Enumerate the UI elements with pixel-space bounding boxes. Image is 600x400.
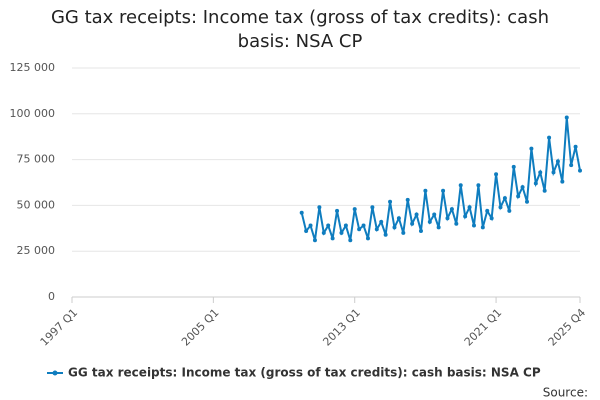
point (507, 208, 512, 213)
point (432, 212, 437, 217)
point (436, 225, 441, 230)
point (330, 236, 335, 241)
point (502, 196, 507, 201)
point (564, 115, 569, 120)
point (489, 216, 494, 221)
point (485, 208, 490, 213)
point (458, 183, 463, 188)
point (511, 164, 516, 169)
point (441, 188, 446, 193)
point (529, 146, 534, 151)
point (374, 227, 379, 232)
point (551, 170, 556, 175)
point (476, 183, 481, 188)
point (569, 163, 574, 168)
point (467, 205, 472, 210)
y-tick-label: 50 000 (17, 198, 56, 211)
point (463, 214, 468, 219)
y-tick-label: 0 (48, 290, 55, 303)
source: Source: (543, 386, 588, 400)
point (520, 185, 525, 190)
point (321, 230, 326, 235)
point (361, 223, 366, 228)
point (383, 232, 388, 237)
point (454, 221, 459, 226)
x-tick-label: 2025 Q4 (546, 306, 589, 349)
x-tick-label: 2021 Q1 (462, 306, 505, 349)
point (312, 238, 317, 243)
y-tick-label: 125 000 (10, 61, 56, 74)
point (542, 188, 547, 193)
point (365, 236, 370, 241)
point (516, 194, 521, 199)
point (348, 238, 353, 243)
legend-marker (52, 370, 58, 376)
x-tick-label: 2013 Q1 (320, 306, 363, 349)
point (449, 207, 454, 212)
point (379, 219, 384, 224)
point (299, 210, 304, 215)
point (405, 197, 410, 202)
point (352, 207, 357, 212)
point (445, 216, 450, 221)
point (573, 144, 578, 149)
point (388, 199, 393, 204)
point (308, 223, 313, 228)
point (427, 219, 432, 224)
point (343, 223, 348, 228)
x-tick-label: 2005 Q1 (179, 306, 222, 349)
y-tick-label: 25 000 (17, 244, 56, 257)
point (547, 135, 552, 140)
point (326, 223, 331, 228)
point (414, 212, 419, 217)
point (555, 159, 560, 164)
y-tick-label: 75 000 (17, 153, 56, 166)
point (524, 199, 529, 204)
legend-label: GG tax receipts: Income tax (gross of ta… (68, 366, 541, 380)
chart-title: GG tax receipts: Income tax (gross of ta… (50, 7, 550, 52)
point (339, 230, 344, 235)
point (304, 229, 309, 234)
y-tick-label: 100 000 (10, 107, 56, 120)
point (370, 205, 375, 210)
point (401, 230, 406, 235)
point (423, 188, 428, 193)
point (533, 181, 538, 186)
point (471, 223, 476, 228)
point (480, 225, 485, 230)
line (300, 117, 581, 241)
point (357, 227, 362, 232)
point (578, 168, 582, 173)
x-tick-label: 1997 Q1 (38, 306, 81, 349)
point (396, 216, 401, 221)
point (538, 170, 543, 175)
point (410, 221, 415, 226)
point (317, 205, 322, 210)
point (498, 205, 503, 210)
point (494, 172, 499, 177)
point (392, 225, 397, 230)
point (418, 229, 423, 234)
point (335, 208, 340, 213)
point (560, 179, 565, 184)
